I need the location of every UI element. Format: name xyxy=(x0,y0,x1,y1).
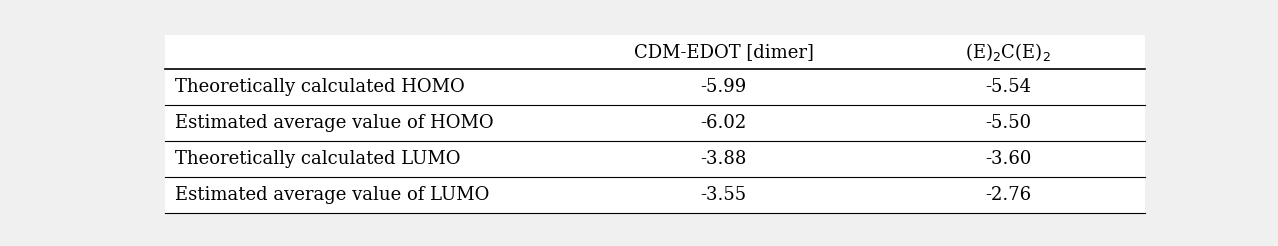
Text: CDM-EDOT [dimer]: CDM-EDOT [dimer] xyxy=(634,43,814,61)
Text: Theoretically calculated HOMO: Theoretically calculated HOMO xyxy=(175,78,464,96)
Text: -5.54: -5.54 xyxy=(985,78,1031,96)
Text: Theoretically calculated LUMO: Theoretically calculated LUMO xyxy=(175,150,460,168)
Text: (E)$_2$C(E)$_2$: (E)$_2$C(E)$_2$ xyxy=(965,41,1051,63)
Text: -5.50: -5.50 xyxy=(985,114,1031,132)
Text: -5.99: -5.99 xyxy=(700,78,746,96)
Text: -3.60: -3.60 xyxy=(985,150,1031,168)
Text: Estimated average value of LUMO: Estimated average value of LUMO xyxy=(175,186,489,204)
Text: -3.55: -3.55 xyxy=(700,186,746,204)
Text: -3.88: -3.88 xyxy=(700,150,746,168)
Text: Estimated average value of HOMO: Estimated average value of HOMO xyxy=(175,114,493,132)
Text: -6.02: -6.02 xyxy=(700,114,746,132)
Text: -2.76: -2.76 xyxy=(985,186,1031,204)
